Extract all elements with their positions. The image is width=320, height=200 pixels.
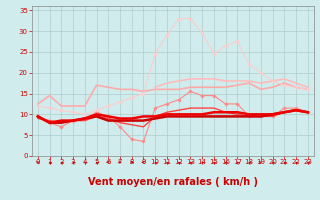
X-axis label: Vent moyen/en rafales ( km/h ): Vent moyen/en rafales ( km/h ) bbox=[88, 177, 258, 187]
